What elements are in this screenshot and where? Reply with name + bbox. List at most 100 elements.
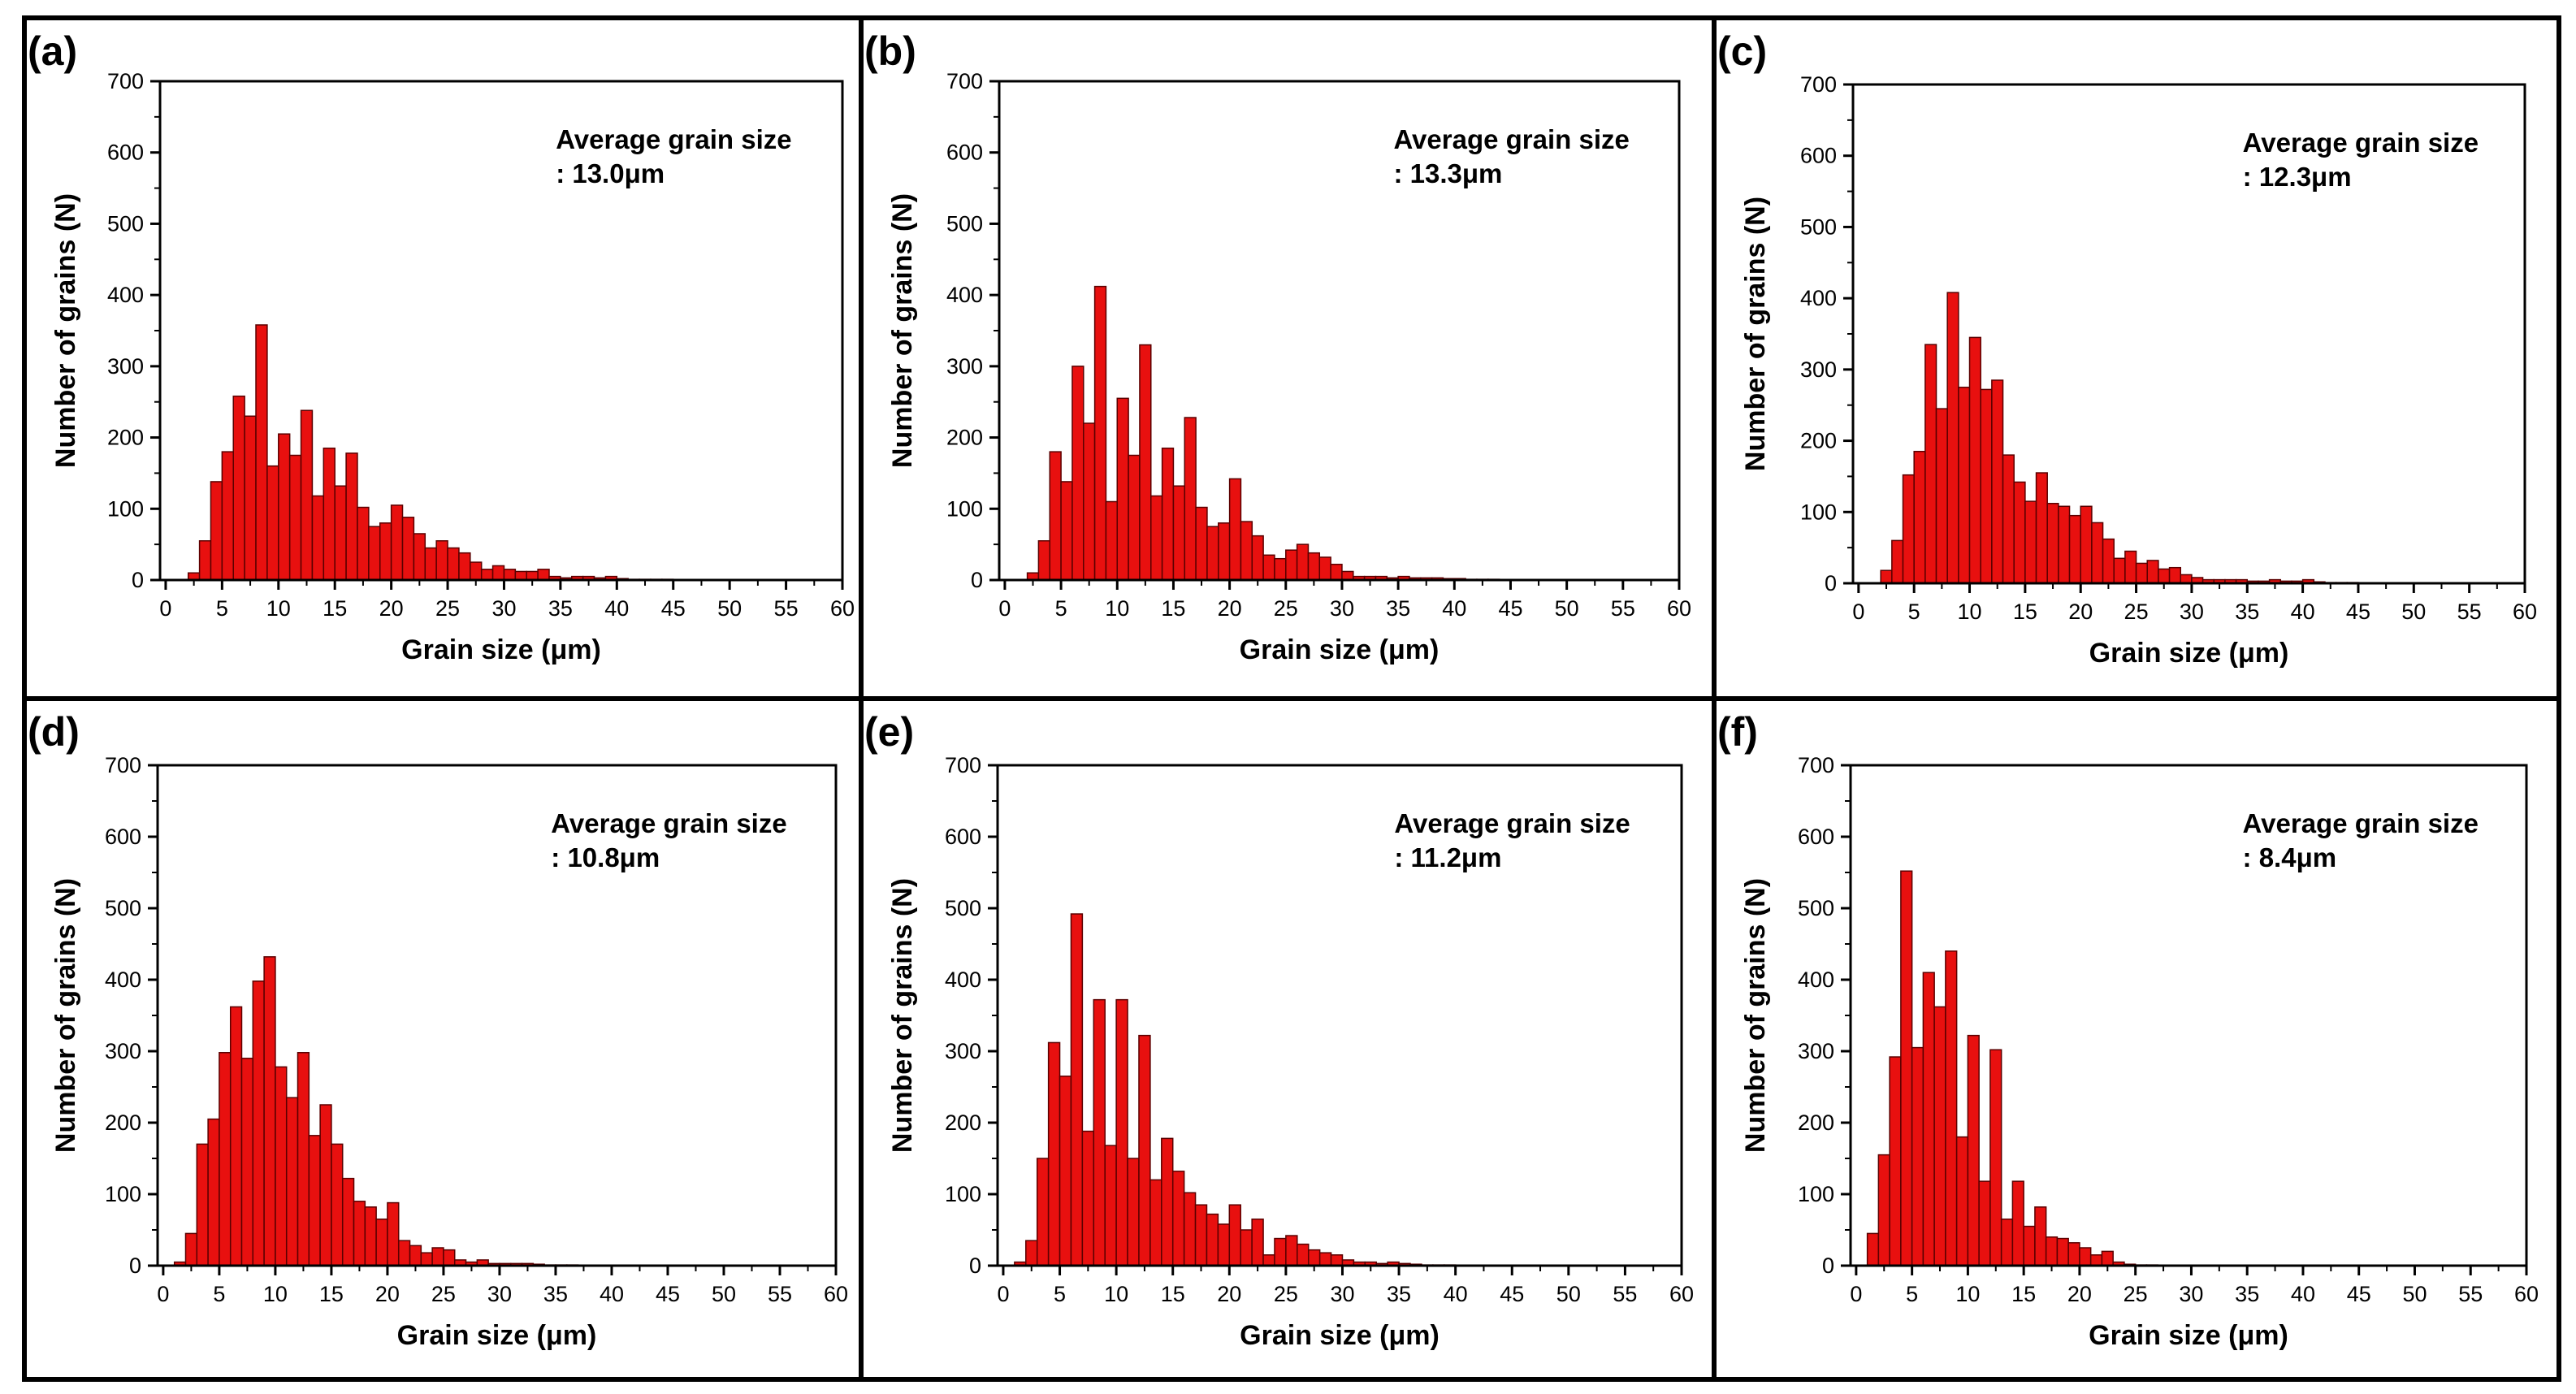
- x-tick-label: 30: [2180, 600, 2204, 624]
- histogram-bar: [1341, 570, 1354, 581]
- histogram-bar: [2079, 1247, 2092, 1266]
- histogram-bar: [1913, 450, 1926, 584]
- histogram-bar: [275, 1066, 288, 1266]
- x-tick-label: 60: [1667, 596, 1691, 621]
- panel-frame: [1712, 696, 2561, 1382]
- y-tick-label: 400: [105, 968, 141, 992]
- histogram-bar: [2180, 574, 2193, 584]
- histogram-bar: [1049, 451, 1062, 581]
- y-tick-label: 0: [1825, 571, 1837, 595]
- histogram-bar: [1127, 1158, 1140, 1266]
- histogram-bar: [2124, 550, 2137, 584]
- histogram-bar: [409, 1245, 422, 1266]
- y-tick-label: 200: [105, 1110, 141, 1135]
- x-tick-label: 40: [604, 596, 629, 621]
- x-tick-label: 55: [2458, 1282, 2483, 1306]
- histogram-bar: [1060, 481, 1073, 581]
- histogram-bar: [219, 1052, 232, 1266]
- histogram-bar: [1889, 1056, 1902, 1266]
- histogram-bar: [1330, 563, 1343, 581]
- average-grain-size-label: Average grain size: [1394, 808, 1630, 838]
- y-axis-title: Number of grains (N): [887, 878, 918, 1153]
- x-tick-label: 0: [157, 1282, 169, 1306]
- x-tick-label: 20: [375, 1282, 400, 1306]
- y-tick-label: 400: [1800, 286, 1837, 310]
- histogram-bar: [1911, 1046, 1924, 1266]
- histogram-bar: [1072, 366, 1085, 581]
- histogram-bar: [1149, 1179, 1162, 1266]
- x-tick-label: 25: [1274, 1282, 1298, 1306]
- x-tick-label: 60: [2513, 600, 2537, 624]
- histogram-bar: [503, 569, 517, 581]
- histogram-bar: [1891, 539, 1904, 584]
- x-tick-label: 10: [1955, 1282, 1980, 1306]
- x-tick-label: 5: [216, 596, 228, 621]
- histogram-bar: [470, 561, 483, 581]
- panel-frame: [22, 696, 864, 1382]
- y-tick-label: 300: [1798, 1039, 1834, 1063]
- x-tick-label: 30: [491, 596, 516, 621]
- x-tick-label: 20: [1217, 1282, 1241, 1306]
- histogram-bar: [2034, 1206, 2047, 1266]
- x-tick-label: 60: [830, 596, 855, 621]
- x-tick-label: 30: [2179, 1282, 2203, 1306]
- y-axis-title: Number of grains (N): [50, 193, 81, 468]
- y-tick-label: 300: [946, 354, 983, 379]
- x-tick-label: 25: [2124, 1282, 2148, 1306]
- x-tick-label: 30: [1330, 596, 1354, 621]
- x-tick-label: 15: [2013, 600, 2037, 624]
- histogram-bar: [2135, 562, 2148, 584]
- chart-panel-a: 0 100 200 300 400 500 600 700 0 5 10 15 20 25 30 35 40 45…: [28, 28, 855, 665]
- y-tick-label: 100: [1798, 1182, 1834, 1206]
- average-grain-size-label: Average grain size: [2243, 128, 2479, 158]
- histogram-bar: [353, 1201, 366, 1266]
- histogram-bar: [1036, 1158, 1050, 1266]
- histogram-bar: [1980, 388, 1993, 584]
- histogram-bar: [413, 533, 426, 581]
- y-tick-label: 200: [107, 426, 144, 450]
- chart-panel-d: 0 100 200 300 400 500 600 700 0 5 10 15 20 25 30 35 40 45…: [28, 709, 848, 1351]
- x-tick-label: 5: [1055, 596, 1067, 621]
- y-tick-label: 0: [1822, 1253, 1834, 1278]
- y-tick-label: 700: [105, 753, 141, 777]
- y-tick-label: 200: [1798, 1110, 1834, 1135]
- x-tick-label: 55: [1611, 596, 1635, 621]
- histogram-bar: [1183, 1192, 1197, 1266]
- histogram-bar: [1172, 485, 1186, 581]
- x-tick-label: 35: [548, 596, 573, 621]
- histogram-bar: [424, 547, 437, 581]
- x-tick-label: 40: [600, 1282, 624, 1306]
- x-tick-label: 30: [487, 1282, 512, 1306]
- histogram-bar: [1037, 540, 1051, 581]
- x-tick-label: 50: [2402, 1282, 2427, 1306]
- y-tick-label: 400: [946, 283, 983, 307]
- histogram-bar: [1025, 1240, 1038, 1266]
- x-tick-label: 35: [543, 1282, 568, 1306]
- x-tick-label: 50: [2401, 600, 2426, 624]
- average-grain-size-value: : 11.2μm: [1394, 842, 1501, 872]
- average-grain-size-value: : 10.8μm: [551, 842, 660, 872]
- histogram-bar: [1115, 998, 1128, 1266]
- histogram-bar: [323, 447, 336, 581]
- histogram-bar: [375, 1219, 388, 1266]
- average-grain-size-label: Average grain size: [556, 124, 791, 154]
- histogram-bar: [1184, 417, 1197, 581]
- x-axis-title: Grain size (μm): [401, 634, 601, 665]
- x-tick-label: 45: [2346, 600, 2370, 624]
- histogram-bar: [1139, 344, 1152, 581]
- histogram-bar: [221, 451, 234, 581]
- chart-panel-e: 0 100 200 300 400 500 600 700 0 5 10 15 20 25 30 35 40 45…: [864, 709, 1694, 1351]
- x-tick-label: 50: [712, 1282, 736, 1306]
- x-axis-title: Grain size (μm): [2089, 638, 2289, 669]
- histogram-bar: [1933, 1006, 1946, 1266]
- y-tick-label: 100: [946, 496, 983, 521]
- x-tick-label: 40: [1442, 596, 1466, 621]
- x-tick-label: 45: [661, 596, 686, 621]
- x-tick-label: 25: [1274, 596, 1298, 621]
- histogram-bar: [1989, 1049, 2002, 1266]
- x-axis-title: Grain size (μm): [1240, 1320, 1440, 1351]
- histogram-bar: [1047, 1041, 1061, 1266]
- average-grain-size-label: Average grain size: [1393, 124, 1629, 154]
- y-axis-title: Number of grains (N): [50, 878, 81, 1153]
- histogram-bar: [1880, 569, 1893, 584]
